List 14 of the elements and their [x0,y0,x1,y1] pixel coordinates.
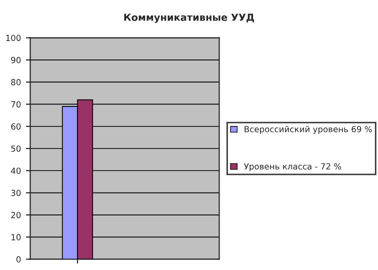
legend-label: Всероссийский уровень 69 % [244,126,372,134]
y-tick-label: 100 [6,34,21,42]
y-tick-label: 70 [11,101,21,108]
y-tick-label: 30 [11,190,21,196]
y-tick-label: 40 [11,168,21,174]
chart-title: Коммуникативные УУД [124,14,254,23]
y-tick-label: 80 [11,79,21,86]
y-tick-label: 90 [11,56,21,64]
y-tick-label: 10 [12,234,21,240]
y-tick-label: 20 [11,212,21,218]
legend-label: Уровень класса - 72 % [244,163,342,172]
y-tick-label: 60 [11,123,21,130]
y-tick-label: 50 [11,145,21,152]
y-tick-label: 0 [16,256,21,262]
